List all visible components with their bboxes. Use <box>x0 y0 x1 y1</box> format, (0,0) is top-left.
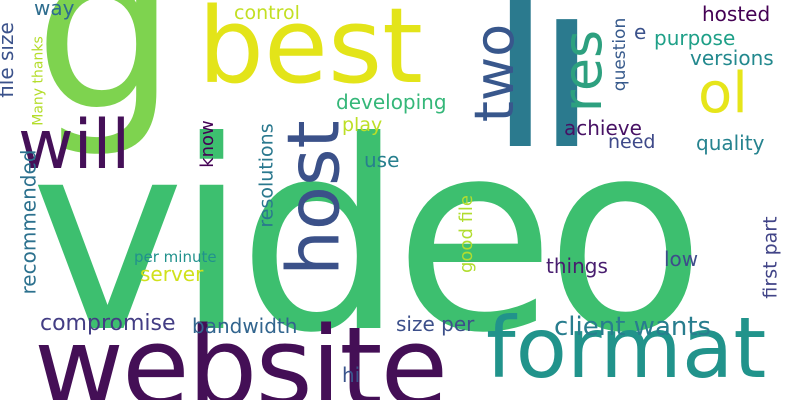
word-question: question <box>610 17 631 92</box>
word-hi: hi <box>342 363 361 387</box>
word-many-thanks: Many thanks <box>30 36 47 126</box>
word-server: server <box>140 262 204 286</box>
word-format: format <box>486 299 767 397</box>
word-g: g <box>34 0 177 161</box>
word-know: know <box>196 120 218 168</box>
word-need: need <box>608 131 656 153</box>
word-size-per: size per <box>396 312 475 336</box>
word-per-minute: per minute <box>134 248 217 266</box>
word-compromise: compromise <box>40 311 176 336</box>
word-client-wants: client wants <box>554 312 712 342</box>
word-developing: developing <box>336 90 447 114</box>
word-best: best <box>198 0 423 107</box>
word-ol: ol <box>698 61 748 126</box>
word-versions: versions <box>690 46 774 70</box>
word-website: website <box>34 303 448 400</box>
word-res: res <box>551 29 615 113</box>
word-quality: quality <box>696 131 765 155</box>
word-bandwidth: bandwidth <box>192 314 298 338</box>
word-achieve: achieve <box>564 116 642 140</box>
word-first-part: first part <box>759 216 782 299</box>
word-two: two <box>463 23 527 123</box>
word-e: e <box>634 20 647 44</box>
word-li: li <box>488 0 599 201</box>
word-things: things <box>546 254 608 278</box>
word-file-size: file size <box>0 22 18 98</box>
word-control: control <box>234 2 300 24</box>
word-good-file: good file <box>456 194 478 274</box>
word-video: video <box>30 85 706 390</box>
word-will: will <box>18 106 131 185</box>
word-hosted: hosted <box>702 2 771 26</box>
word-use: use <box>364 148 400 172</box>
word-recommended: recommended <box>16 149 41 295</box>
word-way: way <box>34 0 75 20</box>
word-low: low <box>664 247 699 271</box>
word-purpose: purpose <box>654 26 736 50</box>
word-host: host <box>271 120 356 276</box>
word-play: play <box>342 114 383 136</box>
word-resolutions: resolutions <box>255 123 278 228</box>
